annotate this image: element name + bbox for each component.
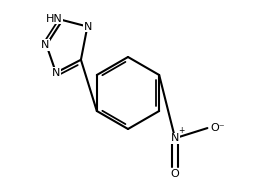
Text: N: N [84, 22, 92, 32]
Text: O: O [171, 169, 179, 179]
Text: N: N [52, 68, 60, 78]
Text: N: N [171, 133, 179, 143]
Text: HN: HN [46, 14, 62, 24]
Text: +: + [178, 126, 184, 135]
Text: N: N [41, 40, 50, 50]
Text: O⁻: O⁻ [210, 123, 225, 133]
